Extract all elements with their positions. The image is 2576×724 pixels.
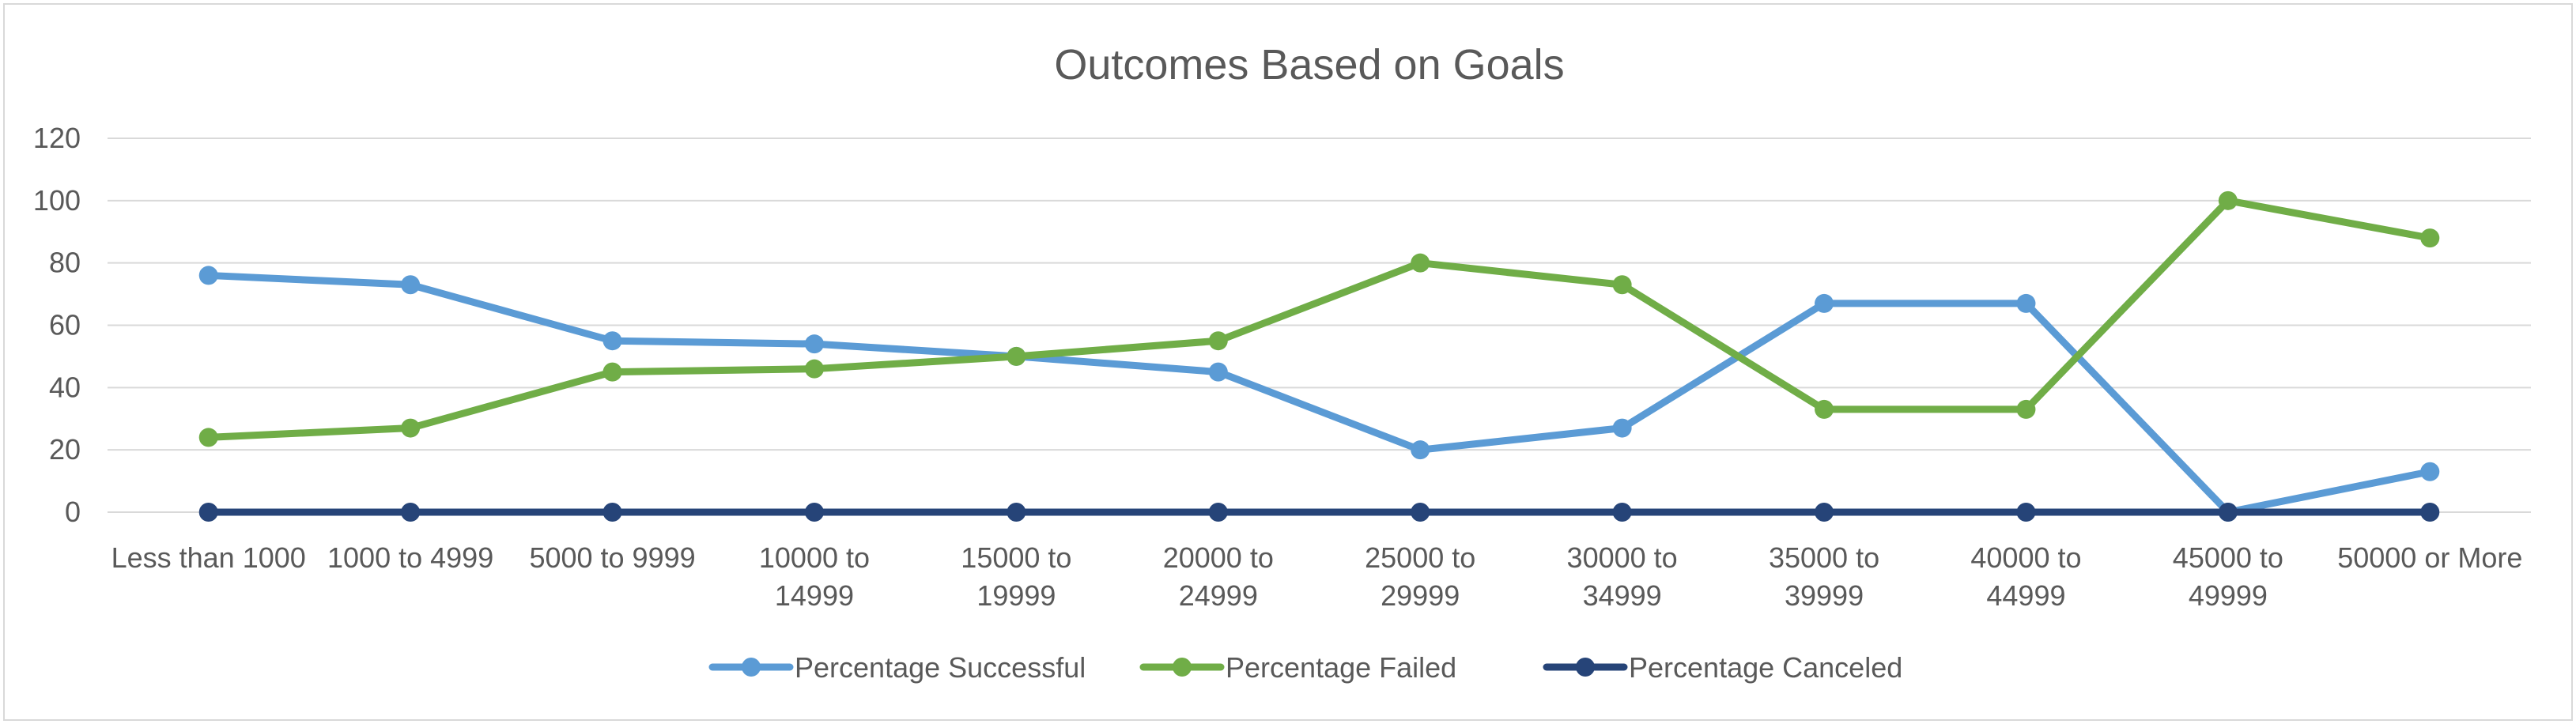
y-tick-label: 80 bbox=[49, 247, 81, 279]
data-point bbox=[1007, 503, 1026, 522]
chart-area: Outcomes Based on Goals 0 20 40 60 80 100 120 … bbox=[3, 3, 2573, 721]
x-tick-label: 45000 to 49999 bbox=[2173, 541, 2283, 612]
data-point bbox=[2420, 503, 2440, 522]
x-tick-label: 1000 to 4999 bbox=[327, 541, 493, 574]
x-tick-label: 35000 to 39999 bbox=[1769, 541, 1879, 612]
x-tick-label: 5000 to 9999 bbox=[529, 541, 695, 574]
gridlines bbox=[108, 138, 2531, 513]
x-tick-label: Less than 1000 bbox=[111, 541, 306, 574]
y-tick-label: 20 bbox=[49, 433, 81, 466]
series-1 bbox=[198, 266, 2440, 522]
data-point bbox=[1612, 418, 1632, 438]
data-point bbox=[804, 334, 824, 354]
legend-marker bbox=[1173, 658, 1192, 677]
x-tick-label: 50000 or More bbox=[2337, 541, 2522, 574]
data-point bbox=[2016, 503, 2036, 522]
x-tick-label: 10000 to 14999 bbox=[759, 541, 870, 612]
x-axis-tick-labels: Less than 1000 1000 to 4999 5000 to 9999 10… bbox=[111, 541, 2523, 612]
data-point bbox=[2016, 293, 2036, 313]
chart-title: Outcomes Based on Goals bbox=[1054, 41, 1564, 89]
legend-marker bbox=[742, 658, 761, 677]
data-point bbox=[2016, 399, 2036, 419]
data-point bbox=[198, 428, 218, 447]
legend-label: Percentage Canceled bbox=[1629, 651, 1902, 684]
data-point bbox=[1007, 346, 1026, 366]
y-tick-label: 120 bbox=[33, 122, 81, 154]
data-point bbox=[1815, 503, 1834, 522]
legend-marker bbox=[1576, 658, 1595, 677]
data-point bbox=[2420, 462, 2440, 481]
data-point bbox=[1612, 503, 1632, 522]
data-point bbox=[198, 266, 218, 285]
data-point bbox=[198, 503, 218, 522]
data-point bbox=[1411, 440, 1430, 460]
series-line bbox=[205, 197, 2434, 441]
data-point bbox=[1612, 275, 1632, 295]
data-point bbox=[401, 503, 421, 522]
data-point bbox=[2218, 190, 2238, 210]
x-tick-label: 15000 to 19999 bbox=[961, 541, 1071, 612]
data-point bbox=[804, 503, 824, 522]
legend: Percentage Successful Percentage Failed Pe… bbox=[708, 651, 1902, 684]
y-tick-label: 40 bbox=[49, 371, 81, 403]
data-point bbox=[401, 418, 421, 438]
data-point bbox=[1815, 399, 1834, 419]
data-point bbox=[1208, 331, 1228, 351]
outcomes-line-chart: Outcomes Based on Goals 020406080100120 … bbox=[33, 41, 2531, 684]
data-point bbox=[602, 503, 622, 522]
x-tick-label: 20000 to 24999 bbox=[1163, 541, 1274, 612]
data-point bbox=[1815, 293, 1834, 313]
x-tick-label: 30000 to 34999 bbox=[1567, 541, 1678, 612]
data-series bbox=[198, 190, 2440, 522]
legend-label: Percentage Failed bbox=[1226, 651, 1456, 684]
series-2 bbox=[198, 190, 2440, 447]
y-tick-label: 60 bbox=[49, 309, 81, 341]
data-point bbox=[1411, 253, 1430, 273]
series-line bbox=[205, 271, 2434, 516]
data-point bbox=[1208, 503, 1228, 522]
y-tick-label: 100 bbox=[33, 184, 81, 217]
data-point bbox=[804, 359, 824, 379]
data-point bbox=[2218, 503, 2238, 522]
data-point bbox=[602, 331, 622, 351]
data-point bbox=[1208, 362, 1228, 382]
legend-item: Percentage Canceled bbox=[1543, 651, 1902, 684]
y-axis-tick-labels: 0 20 40 60 80 100 120 bbox=[33, 122, 81, 528]
legend-item: Percentage Failed bbox=[1139, 651, 1456, 684]
y-tick-label: 0 bbox=[65, 496, 81, 528]
data-point bbox=[602, 362, 622, 382]
data-point bbox=[1411, 503, 1430, 522]
legend-item: Percentage Successful bbox=[708, 651, 1086, 684]
x-tick-label: 25000 to 29999 bbox=[1365, 541, 1475, 612]
legend-label: Percentage Successful bbox=[795, 651, 1086, 684]
x-tick-label: 40000 to 44999 bbox=[1970, 541, 2081, 612]
series-3 bbox=[198, 503, 2440, 522]
data-point bbox=[401, 275, 421, 295]
data-point bbox=[2420, 228, 2440, 248]
